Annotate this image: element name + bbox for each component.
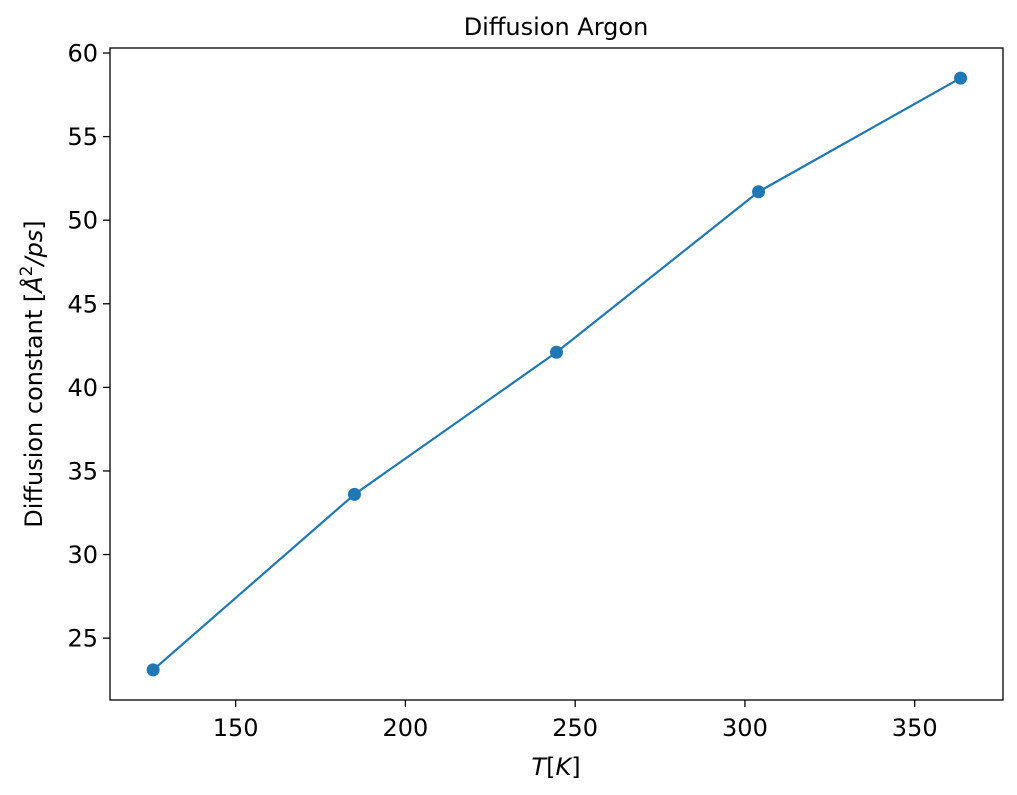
axes-frame xyxy=(109,47,1004,701)
y-tick-label: 40 xyxy=(67,374,98,402)
y-tick-label: 35 xyxy=(67,457,98,485)
x-tick-label: 350 xyxy=(892,714,938,742)
y-tick-label: 50 xyxy=(67,207,98,235)
y-tick-label: 45 xyxy=(67,290,98,318)
y-tick-label: 60 xyxy=(67,40,98,68)
x-axis-label: T[K] xyxy=(531,753,580,781)
y-tick-label: 30 xyxy=(67,541,98,569)
data-point xyxy=(954,71,968,85)
data-point xyxy=(752,185,766,199)
data-point xyxy=(550,345,563,359)
y-axis-ticks: 25 30 35 40 45 50 55 60 xyxy=(67,40,110,653)
y-tick-label: 55 xyxy=(67,123,98,151)
plot-area xyxy=(146,71,968,677)
x-axis-ticks: 150 200 250 300 350 xyxy=(213,700,938,742)
x-tick-label: 300 xyxy=(722,714,768,742)
x-tick-label: 250 xyxy=(552,714,598,742)
chart-title: Diffusion Argon xyxy=(464,13,649,41)
data-point xyxy=(146,663,160,677)
y-tick-label: 25 xyxy=(67,625,98,653)
data-point xyxy=(347,487,361,501)
x-tick-label: 200 xyxy=(382,714,428,742)
y-axis-label: Diffusion constant [Å2/ps] xyxy=(17,220,48,527)
x-tick-label: 150 xyxy=(213,714,259,742)
